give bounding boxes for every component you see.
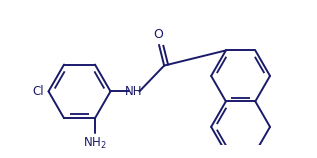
Text: NH: NH — [125, 85, 142, 98]
Text: O: O — [153, 28, 163, 41]
Text: Cl: Cl — [33, 85, 44, 98]
Text: NH$_2$: NH$_2$ — [83, 136, 107, 151]
